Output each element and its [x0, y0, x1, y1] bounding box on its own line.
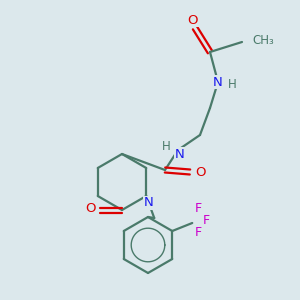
Text: O: O	[195, 166, 205, 178]
Text: N: N	[175, 148, 185, 160]
Text: N: N	[143, 196, 153, 209]
Text: F: F	[203, 214, 210, 227]
Text: N: N	[213, 76, 223, 88]
Text: O: O	[85, 202, 95, 215]
Text: O: O	[188, 14, 198, 26]
Text: F: F	[195, 202, 202, 215]
Text: F: F	[195, 226, 202, 239]
Text: H: H	[228, 77, 236, 91]
Text: CH₃: CH₃	[252, 34, 274, 46]
Text: H: H	[162, 140, 170, 152]
